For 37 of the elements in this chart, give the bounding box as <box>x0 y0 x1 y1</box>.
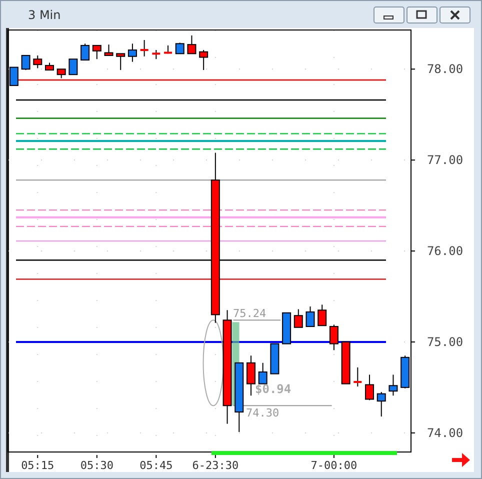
y-tick-label: 76.00 <box>426 244 464 258</box>
candlestick <box>246 355 256 396</box>
x-tick-label: 7-00:00 <box>310 459 358 472</box>
candlestick <box>329 324 338 351</box>
candlestick <box>140 40 148 57</box>
candlestick <box>199 50 208 71</box>
y-tick-label: 75.00 <box>426 334 464 349</box>
annotation: $0.94 <box>255 382 292 396</box>
y-tick-label: 78.00 <box>426 62 464 76</box>
candlestick <box>80 43 90 61</box>
x-tick-label: 05:30 <box>80 459 114 472</box>
candlestick <box>128 43 137 62</box>
annotation: 75.24 <box>233 307 266 320</box>
candlestick <box>104 44 114 56</box>
candlestick <box>354 366 362 388</box>
candlestick <box>258 362 268 384</box>
candlestick <box>175 42 184 54</box>
x-tick-label: 6-23:30 <box>192 459 239 472</box>
y-tick-label: 74.00 <box>426 426 464 440</box>
candlestick <box>388 374 398 396</box>
candlestick <box>294 308 303 328</box>
y-tick-label: 77.00 <box>426 153 464 168</box>
candlestick <box>21 54 30 71</box>
candlestick <box>187 34 196 54</box>
candlestick <box>33 54 42 69</box>
annotation: 74.30 <box>246 406 280 420</box>
candlestick <box>365 374 374 401</box>
x-tick-label: 05:45 <box>140 459 173 472</box>
chart-title: 3 Min <box>28 8 61 22</box>
candlestick <box>318 304 327 326</box>
candlestick <box>116 53 126 71</box>
x-tick-label: 05:15 <box>21 459 54 472</box>
candlestick <box>306 306 315 327</box>
candlestick <box>152 50 160 60</box>
candlestick <box>92 44 102 60</box>
candlestick <box>376 391 386 418</box>
candlestick <box>68 58 78 76</box>
